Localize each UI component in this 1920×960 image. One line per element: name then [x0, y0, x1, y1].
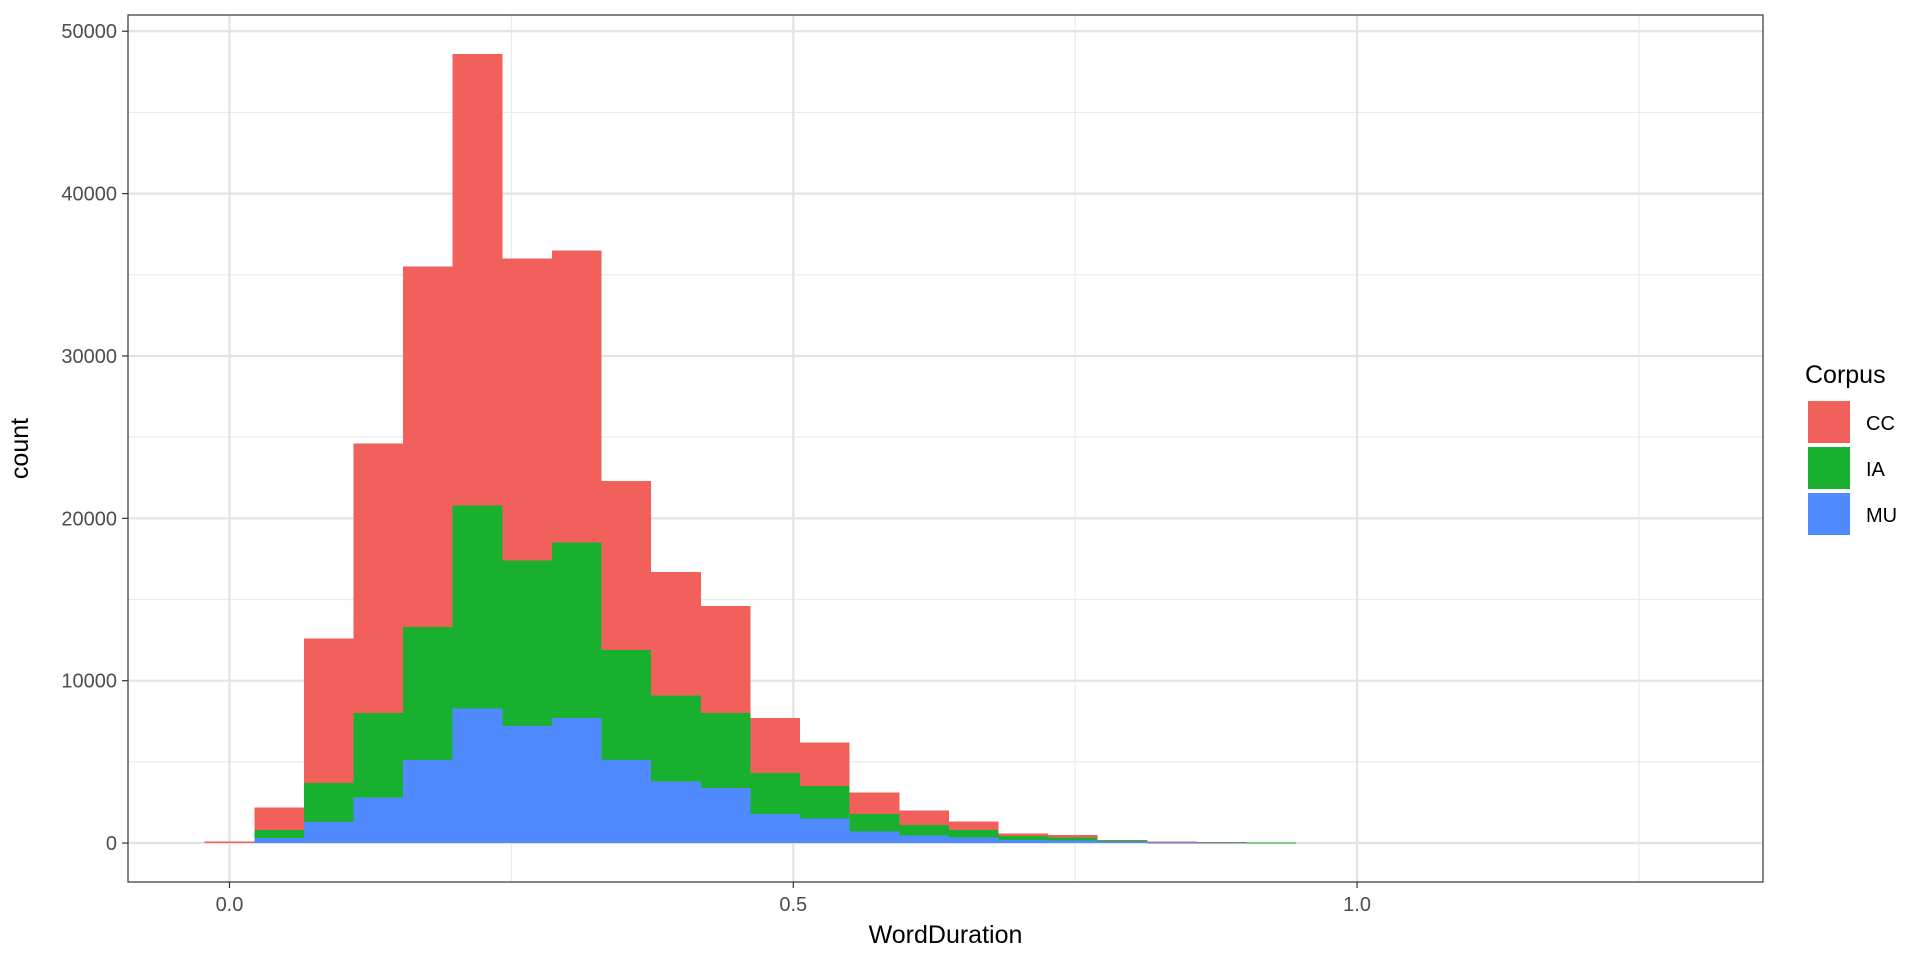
x-axis: 0.0 0.5 1.0	[216, 882, 1371, 916]
x-tick-label: 1.0	[1343, 894, 1371, 916]
bar-mu	[452, 708, 503, 844]
bar-ia	[353, 713, 404, 798]
bar-mu	[750, 813, 801, 844]
bar-mu	[403, 760, 453, 844]
histogram-bars	[204, 53, 1297, 844]
bar-cc	[948, 821, 999, 831]
bar-mu	[849, 831, 900, 844]
bar-cc	[601, 480, 652, 650]
bar-cc	[204, 841, 255, 844]
bar-ia	[1246, 842, 1297, 844]
bar-ia	[849, 813, 900, 832]
y-axis: 0 10000 20000 30000 40000 50000	[61, 21, 128, 855]
legend-label-cc: CC	[1866, 413, 1895, 435]
bar-mu	[601, 760, 652, 844]
bar-cc	[1097, 839, 1148, 841]
bar-ia	[452, 505, 503, 709]
bar-cc	[353, 443, 404, 714]
bar-cc	[403, 266, 453, 628]
bar-cc	[1048, 834, 1098, 838]
bar-ia	[800, 786, 850, 819]
bar-ia	[1097, 840, 1148, 842]
bar-mu	[998, 840, 1049, 844]
bar-cc	[551, 250, 602, 543]
bar-cc	[651, 571, 701, 696]
legend: Corpus CC IA MU	[1805, 361, 1897, 537]
legend-label-ia: IA	[1866, 459, 1886, 481]
x-tick-label: 0.5	[779, 894, 807, 916]
bar-ia	[403, 627, 453, 761]
bar-cc	[998, 833, 1049, 837]
bar-mu	[502, 726, 552, 844]
bar-cc	[849, 792, 900, 814]
y-tick-label: 10000	[61, 671, 117, 693]
bar-cc	[303, 638, 354, 783]
bar-mu	[1147, 842, 1197, 844]
x-tick-label: 0.0	[216, 894, 244, 916]
y-tick-label: 20000	[61, 508, 117, 530]
panel-border	[127, 14, 1764, 883]
bar-ia	[750, 773, 801, 814]
bar-cc	[700, 605, 751, 714]
bar-mu	[1097, 841, 1148, 844]
bar-ia	[899, 825, 949, 836]
legend-key-ia	[1806, 445, 1852, 491]
legend-items: CC IA MU	[1806, 399, 1897, 537]
bar-cc	[800, 742, 850, 787]
bar-mu	[651, 781, 701, 844]
bar-ia	[998, 836, 1049, 841]
bar-mu	[1048, 840, 1098, 844]
bar-ia	[601, 649, 652, 761]
y-tick-label: 0	[106, 833, 117, 855]
bar-mu	[800, 818, 850, 844]
bar-mu	[303, 821, 354, 844]
bar-ia	[1048, 837, 1098, 841]
bar-ia	[551, 542, 602, 719]
legend-title: Corpus	[1805, 361, 1886, 389]
bar-mu	[551, 718, 602, 844]
bar-mu	[948, 837, 999, 844]
bar-cc	[254, 807, 304, 831]
bar-ia	[700, 713, 751, 788]
bar-cc	[452, 53, 503, 506]
x-axis-title: WordDuration	[869, 921, 1023, 949]
y-tick-label: 40000	[61, 184, 117, 206]
bar-mu	[899, 835, 949, 844]
bar-ia	[254, 830, 304, 839]
bar-cc	[502, 258, 552, 561]
bar-cc	[750, 718, 801, 774]
bar-cc	[1147, 841, 1197, 843]
bar-ia	[948, 830, 999, 838]
bar-ia	[651, 695, 701, 782]
y-tick-label: 30000	[61, 346, 117, 368]
bar-mu	[254, 838, 304, 844]
bar-mu	[1196, 842, 1247, 844]
bar-cc	[899, 810, 949, 826]
bar-cc	[1196, 841, 1247, 843]
legend-key-cc	[1806, 399, 1852, 445]
bar-mu	[353, 797, 404, 844]
legend-key-mu	[1806, 491, 1852, 537]
bar-ia	[303, 782, 354, 822]
legend-label-mu: MU	[1866, 505, 1897, 527]
y-tick-label: 50000	[61, 21, 117, 43]
bar-ia	[502, 560, 552, 727]
bar-mu	[700, 787, 751, 844]
y-axis-title: count	[6, 418, 34, 479]
